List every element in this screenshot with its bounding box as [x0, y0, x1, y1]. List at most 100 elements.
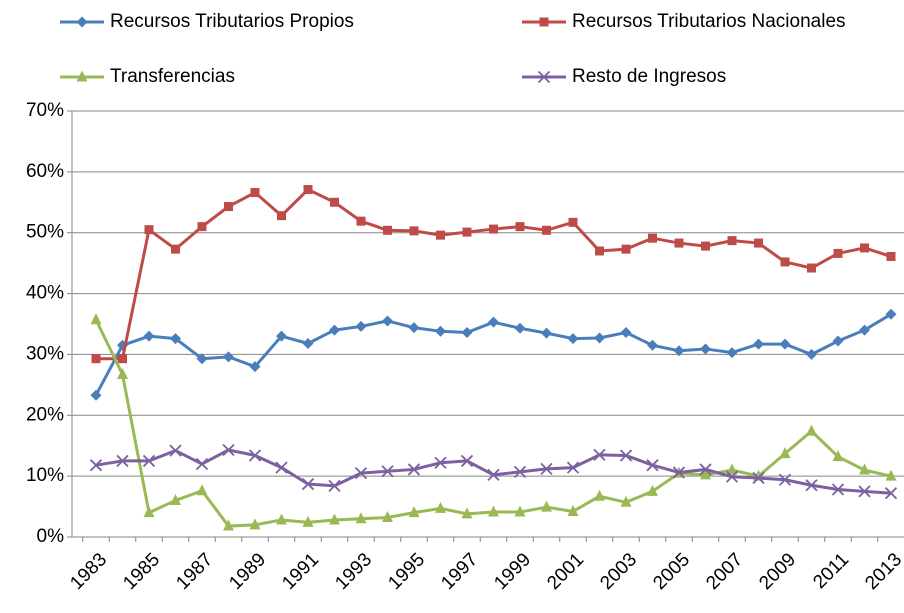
y-tick-label: 30%: [26, 343, 64, 364]
legend-label: Transferencias: [110, 66, 235, 87]
x-tick-label: 1991: [278, 549, 323, 594]
x-tick-label: 2011: [809, 549, 853, 593]
series-line: [94, 319, 892, 528]
marker: [76, 16, 88, 28]
marker: [142, 454, 156, 468]
marker: [382, 511, 393, 523]
legend-item: Resto de Ingresos: [522, 66, 726, 87]
x-tick-label: 1983: [66, 549, 111, 594]
marker: [195, 457, 209, 471]
marker: [515, 222, 525, 232]
marker: [89, 459, 103, 472]
marker: [620, 327, 632, 339]
legend-label: Recursos Tributarios Propios: [110, 11, 354, 32]
marker: [488, 316, 499, 328]
marker: [223, 351, 234, 363]
marker: [408, 322, 420, 334]
marker: [301, 477, 315, 491]
marker: [621, 244, 631, 254]
marker: [116, 454, 129, 468]
marker: [568, 217, 578, 227]
marker: [700, 468, 711, 480]
marker: [805, 479, 818, 492]
marker: [435, 501, 446, 513]
marker: [753, 338, 764, 350]
marker: [460, 454, 474, 468]
marker: [117, 368, 128, 380]
marker: [514, 505, 526, 517]
marker: [171, 244, 180, 254]
marker: [91, 354, 101, 364]
marker: [779, 338, 791, 350]
marker: [541, 500, 552, 512]
marker: [647, 484, 658, 496]
marker: [594, 489, 605, 501]
marker: [701, 241, 710, 251]
marker: [648, 233, 657, 243]
marker: [884, 487, 898, 500]
marker: [620, 495, 632, 507]
marker: [355, 320, 367, 332]
marker: [170, 333, 181, 345]
marker: [807, 263, 816, 273]
x-tick-label: 1987: [172, 549, 217, 594]
marker: [699, 463, 712, 476]
marker: [277, 211, 286, 221]
marker: [302, 515, 314, 527]
marker: [859, 324, 870, 336]
marker: [144, 225, 154, 235]
marker: [143, 330, 155, 342]
marker: [779, 447, 791, 459]
marker: [860, 243, 869, 253]
x-tick-label: 1993: [331, 549, 376, 594]
marker: [726, 463, 738, 475]
marker: [381, 465, 394, 478]
marker: [90, 313, 102, 325]
marker: [537, 70, 551, 84]
x-tick-label: 2005: [649, 549, 694, 594]
marker: [567, 333, 579, 345]
marker: [436, 230, 445, 240]
marker: [407, 463, 421, 476]
marker: [806, 348, 817, 360]
legend-item: Transferencias: [60, 66, 235, 87]
y-tick-label: 40%: [26, 283, 64, 304]
marker: [170, 493, 181, 505]
marker: [222, 443, 235, 457]
legend-item: Recursos Tributarios Nacionales: [522, 11, 846, 32]
marker: [754, 238, 763, 248]
marker: [408, 506, 420, 518]
marker: [752, 471, 765, 485]
marker: [885, 469, 897, 481]
marker: [435, 325, 446, 337]
marker: [593, 448, 606, 461]
legend-label: Recursos Tributarios Nacionales: [572, 11, 846, 32]
x-tick-label: 1997: [437, 549, 482, 594]
marker: [672, 466, 686, 479]
marker: [328, 479, 341, 493]
x-tick-label: 2009: [755, 549, 800, 594]
marker: [513, 465, 527, 479]
marker: [355, 512, 367, 524]
marker: [778, 473, 792, 486]
legend-label: Resto de Ingresos: [572, 66, 726, 87]
marker: [727, 236, 737, 246]
marker: [886, 251, 896, 261]
marker: [514, 322, 526, 334]
marker: [330, 197, 339, 207]
x-tick-label: 2003: [596, 549, 641, 594]
marker: [249, 518, 261, 530]
marker: [169, 444, 182, 457]
marker: [488, 505, 499, 517]
marker: [275, 461, 288, 474]
y-tick-label: 50%: [26, 222, 64, 243]
x-tick-label: 2007: [702, 549, 747, 594]
marker: [646, 459, 659, 472]
marker: [90, 389, 102, 401]
marker: [303, 185, 313, 195]
marker: [725, 470, 739, 483]
y-tick-label: 20%: [26, 404, 64, 425]
marker: [354, 466, 368, 480]
marker: [780, 257, 790, 267]
marker: [461, 327, 473, 339]
